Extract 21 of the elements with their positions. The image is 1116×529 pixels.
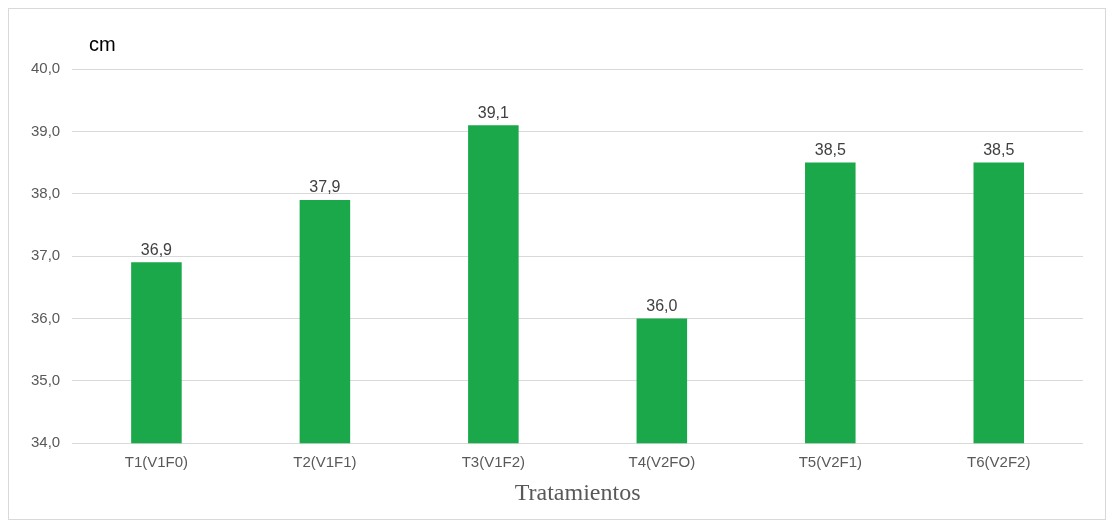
x-tick-label: T5(V2F1) <box>798 453 862 471</box>
data-label: 38,5 <box>814 140 846 158</box>
data-label: 36,9 <box>140 240 173 258</box>
x-tick-label: T3(V1F2) <box>461 453 526 471</box>
y-tick-label: 36,0 <box>30 308 61 326</box>
y-tick-label: 38,0 <box>30 183 61 201</box>
y-tick-label: 39,0 <box>30 121 61 139</box>
y-tick-label: 35,0 <box>30 370 61 388</box>
data-label: 39,1 <box>477 103 510 121</box>
data-label: 36,0 <box>646 296 678 314</box>
y-tick-label: 34,0 <box>30 433 61 451</box>
y-axis-title: cm <box>89 33 116 56</box>
data-label: 38,5 <box>983 140 1015 158</box>
x-axis-title: Tratamientos <box>514 478 641 505</box>
x-tick-label: T2(V1F1) <box>293 453 357 471</box>
y-tick-label: 40,0 <box>30 59 61 77</box>
x-tick-label: T1(V1F0) <box>124 453 189 471</box>
x-tick-label: T6(V2F2) <box>967 453 1031 471</box>
data-label: 37,9 <box>309 178 341 196</box>
y-tick-label: 37,0 <box>30 246 61 264</box>
x-tick-label: T4(V2FO) <box>628 453 696 471</box>
